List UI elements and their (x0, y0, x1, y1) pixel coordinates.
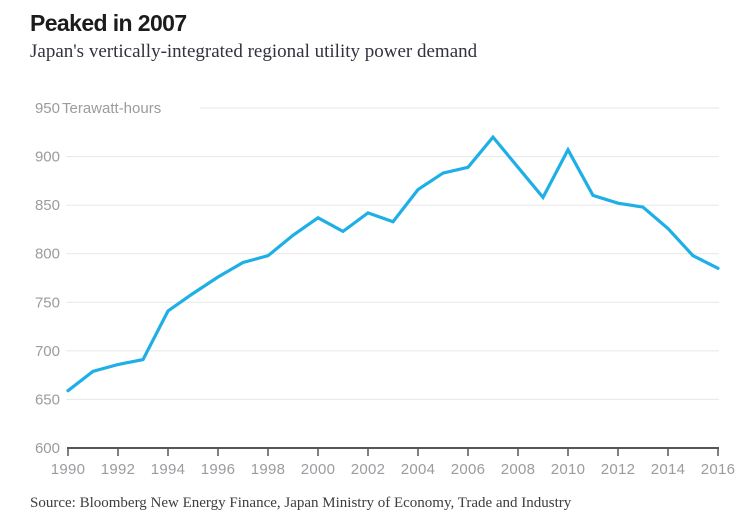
y-axis-label: 950 (35, 100, 60, 117)
x-axis-label: 2014 (651, 461, 686, 478)
x-axis-label: 2008 (501, 461, 536, 478)
x-axis-label: 1992 (101, 461, 136, 478)
y-axis-label: 850 (35, 197, 60, 214)
x-axis-label: 1996 (201, 461, 236, 478)
x-axis-label: 2004 (401, 461, 436, 478)
y-axis-label: 750 (35, 294, 60, 311)
demand-line-series (66, 134, 720, 393)
y-axis-label: 700 (35, 343, 60, 360)
x-axis-label: 2012 (601, 461, 636, 478)
chart-subtitle: Japan's vertically-integrated regional u… (30, 41, 478, 62)
chart-title: Peaked in 2007 (30, 10, 187, 36)
y-axis-label: 800 (35, 246, 60, 263)
x-axis-label: 1998 (251, 461, 286, 478)
source-attribution: Source: Bloomberg New Energy Finance, Ja… (30, 495, 572, 511)
x-axis-label: 2016 (701, 461, 736, 478)
x-axis-label: 1990 (51, 461, 86, 478)
x-axis-label: 1994 (151, 461, 186, 478)
y-axis-label: 650 (35, 391, 60, 408)
x-axis-label: 2010 (551, 461, 586, 478)
y-axis-unit-label: Terawatt-hours (62, 100, 161, 117)
y-axis-label: 600 (35, 440, 60, 457)
x-axis-label: 2000 (301, 461, 336, 478)
x-axis-label: 2006 (451, 461, 486, 478)
y-axis-label: 900 (35, 149, 60, 166)
x-axis-label: 2002 (351, 461, 386, 478)
